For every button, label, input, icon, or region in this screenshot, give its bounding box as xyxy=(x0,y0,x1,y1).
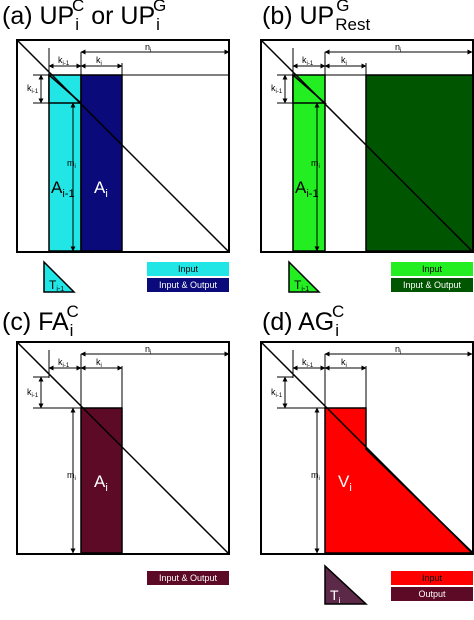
legend-b-io-swatch xyxy=(391,278,473,292)
panel-b-title: (b) UPRestG xyxy=(262,0,370,34)
label-d-kv: ki-1 xyxy=(271,387,283,399)
matrix-d xyxy=(260,341,474,555)
legend-b-triangle-label: Ti-1 xyxy=(294,278,309,293)
legend-b-input-swatch xyxy=(391,262,473,276)
matrix-c xyxy=(16,341,230,555)
label-b-m: mi xyxy=(311,158,320,170)
legend-c-io-label: Input & Output xyxy=(159,573,218,583)
label-a-k2: ki xyxy=(96,55,102,67)
block-a-prev xyxy=(48,74,82,252)
label-a-n: ni xyxy=(145,42,151,54)
block-d-v-label: Vi xyxy=(338,472,352,494)
panel-b: (b) UPRestG ni ki-1 ki ki-1 mi Ai-1 Ti-1… xyxy=(260,0,474,293)
legend-a-io-label: Input & Output xyxy=(159,280,218,290)
panel-a: (a) UPiC or UPiG ni ki-1 ki ki-1 mi Ai-1… xyxy=(2,0,230,293)
label-a-kv: ki-1 xyxy=(27,83,39,95)
legend-a-triangle-label: Ti-1 xyxy=(49,278,64,293)
label-b-k2: ki xyxy=(341,55,347,67)
block-c-curr-label: Ai xyxy=(94,472,108,494)
block-a-prev-label: Ai-1 xyxy=(51,178,75,200)
legend-b-io-label: Input & Output xyxy=(403,280,462,290)
legend-d-input-label: Input xyxy=(422,573,443,583)
label-a-m: mi xyxy=(67,158,76,170)
block-a-curr xyxy=(80,74,123,252)
legend-a-input-swatch xyxy=(147,262,229,276)
panel-d-title: (d) AGiC xyxy=(262,302,344,340)
block-b-prev xyxy=(292,74,326,252)
legend-d-triangle xyxy=(324,564,368,605)
legend-d-output-swatch xyxy=(391,587,473,601)
panel-d: (d) AGiC ni ki-1 ki ki-1 mi Vi Ti Input … xyxy=(260,302,474,605)
legend-c-io-swatch xyxy=(147,571,229,585)
label-d-m: mi xyxy=(311,470,320,482)
legend-b-input-label: Input xyxy=(422,264,443,274)
legend-d-triangle-label: Ti xyxy=(330,587,341,605)
block-c-curr xyxy=(80,407,123,554)
legend-a-input-label: Input xyxy=(178,264,199,274)
label-c-k1: ki-1 xyxy=(58,357,70,369)
diagonal-c xyxy=(16,341,230,555)
legend-d-output-label: Output xyxy=(418,589,446,599)
label-b-kv: ki-1 xyxy=(271,83,283,95)
label-d-k2: ki xyxy=(341,357,347,369)
panel-c: (c) FAiC ni ki-1 ki ki-1 mi Ai Input & O… xyxy=(2,302,230,585)
label-d-n: ni xyxy=(395,344,401,356)
panel-c-title: (c) FAiC xyxy=(2,302,79,340)
panel-a-title: (a) UPiC or UPiG xyxy=(2,0,166,34)
label-b-n: ni xyxy=(395,42,401,54)
label-d-k1: ki-1 xyxy=(302,357,314,369)
label-c-kv: ki-1 xyxy=(27,387,39,399)
label-b-k1: ki-1 xyxy=(302,55,314,67)
legend-d-input-swatch xyxy=(391,571,473,585)
legend-a-io-swatch xyxy=(147,278,229,292)
label-c-n: ni xyxy=(145,344,151,356)
label-a-k1: ki-1 xyxy=(58,55,70,67)
matrix-b xyxy=(260,39,474,253)
matrix-a xyxy=(16,39,230,253)
diagonal-d xyxy=(260,341,474,555)
block-a-curr-label: Ai xyxy=(94,178,108,200)
label-c-m: mi xyxy=(67,470,76,482)
legend-a-triangle xyxy=(43,260,76,293)
legend-b-triangle xyxy=(288,260,321,293)
label-c-k2: ki xyxy=(96,357,102,369)
block-b-prev-label: Ai-1 xyxy=(295,178,319,200)
block-b-rest xyxy=(365,74,474,252)
